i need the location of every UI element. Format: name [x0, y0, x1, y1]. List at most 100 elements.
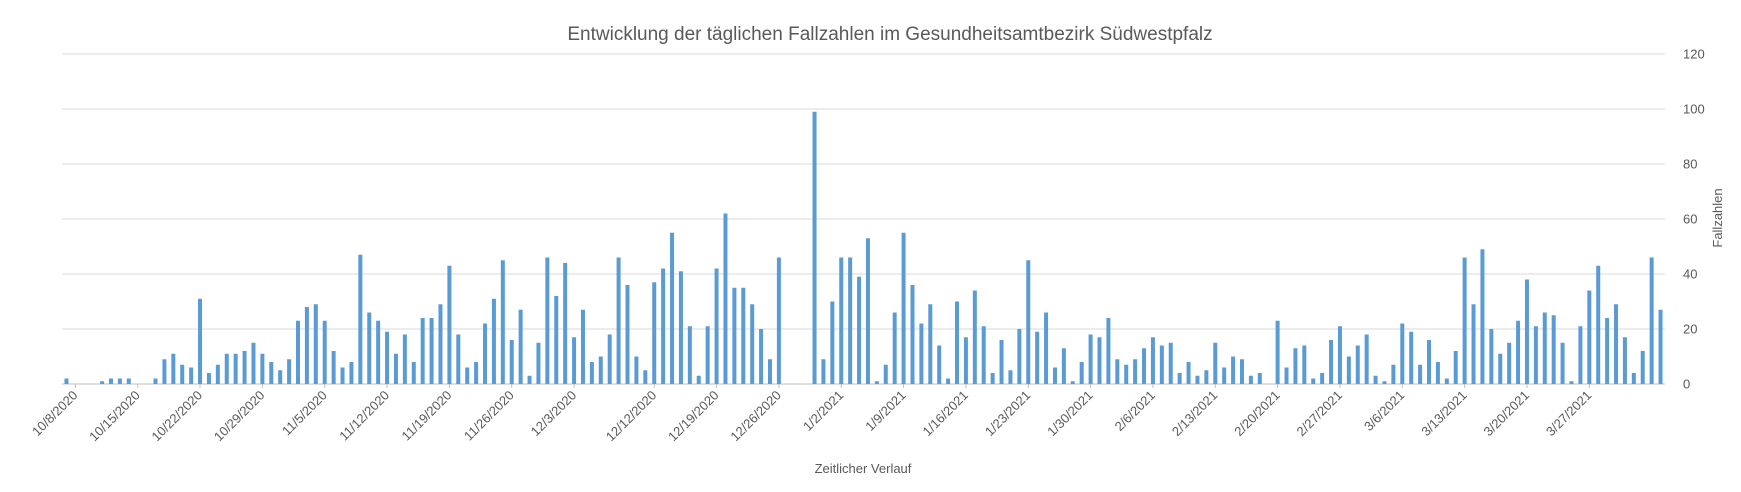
bar	[465, 367, 470, 384]
bar	[269, 362, 274, 384]
bar	[1044, 312, 1049, 384]
bar	[536, 342, 541, 384]
bar	[1649, 257, 1654, 384]
bar	[910, 285, 915, 384]
bars	[64, 111, 1663, 384]
x-tick-label: 12/19/2020	[665, 388, 722, 445]
x-tick-label: 3/27/2021	[1543, 388, 1595, 440]
bar	[108, 378, 113, 384]
bar	[1142, 348, 1147, 384]
bar	[402, 334, 407, 384]
bar	[1346, 356, 1351, 384]
y-tick-label: 100	[1683, 102, 1705, 117]
bar	[812, 111, 817, 384]
bar	[598, 356, 603, 384]
x-tick-label: 1/9/2021	[862, 388, 908, 434]
bar	[322, 320, 327, 384]
bar	[1079, 362, 1084, 384]
bar	[287, 359, 292, 384]
bar	[251, 342, 256, 384]
bar	[1355, 345, 1360, 384]
x-tick-label: 10/29/2020	[211, 388, 268, 445]
bar	[304, 307, 309, 384]
bar	[1498, 353, 1503, 384]
bar	[1578, 326, 1583, 384]
bar	[1124, 364, 1129, 384]
bar	[661, 268, 666, 384]
bar	[224, 353, 229, 384]
bar	[1088, 334, 1093, 384]
bar	[1391, 364, 1396, 384]
bar	[1026, 260, 1031, 384]
bar	[1382, 381, 1387, 384]
bar	[759, 329, 764, 384]
bar	[1017, 329, 1022, 384]
bar	[1631, 373, 1636, 384]
bar	[64, 378, 69, 384]
bar	[1275, 320, 1280, 384]
x-tick-label: 11/12/2020	[336, 388, 392, 444]
bar	[696, 375, 701, 384]
bar	[981, 326, 986, 384]
bar	[990, 373, 995, 384]
bar	[1400, 323, 1405, 384]
bar	[500, 260, 505, 384]
x-tick-label: 2/6/2021	[1112, 388, 1158, 434]
x-tick-label: 11/5/2020	[279, 388, 330, 439]
y-tick-label: 120	[1683, 47, 1705, 62]
bar	[616, 257, 621, 384]
y-tick-label: 80	[1683, 157, 1697, 172]
bar	[1239, 359, 1244, 384]
bar	[919, 323, 924, 384]
bar	[1329, 340, 1334, 384]
bar	[589, 362, 594, 384]
bar	[972, 290, 977, 384]
bar	[1302, 345, 1307, 384]
x-tick-label: 11/26/2020	[461, 388, 517, 444]
bar	[839, 257, 844, 384]
bar	[1560, 342, 1565, 384]
bar	[963, 337, 968, 384]
bar	[714, 268, 719, 384]
bar	[937, 345, 942, 384]
bar	[865, 238, 870, 384]
bar	[928, 304, 933, 384]
bar	[260, 353, 265, 384]
bar	[1507, 342, 1512, 384]
x-tick-label: 1/2/2021	[800, 388, 846, 434]
bar	[554, 296, 559, 384]
bar	[1293, 348, 1298, 384]
bar	[1453, 351, 1458, 384]
bar	[1106, 318, 1111, 384]
bar	[1480, 249, 1485, 384]
bar	[625, 285, 630, 384]
bar	[171, 353, 176, 384]
bar	[242, 351, 247, 384]
y-tick-label: 60	[1683, 212, 1697, 227]
bar	[1444, 378, 1449, 384]
bar	[1569, 381, 1574, 384]
bar	[1427, 340, 1432, 384]
bar	[670, 232, 675, 384]
x-tick-label: 12/12/2020	[603, 388, 660, 445]
bar	[233, 353, 238, 384]
bar	[1097, 337, 1102, 384]
gridlines	[62, 53, 1665, 385]
bar	[180, 364, 185, 384]
bar	[117, 378, 122, 384]
bar	[874, 381, 879, 384]
bar	[1204, 370, 1209, 384]
bar	[1177, 373, 1182, 384]
bar	[509, 340, 514, 384]
x-tick-label: 1/23/2021	[982, 388, 1034, 440]
bar	[580, 309, 585, 384]
bar	[1035, 331, 1040, 384]
x-tick-label: 3/20/2021	[1481, 388, 1533, 440]
bar	[1284, 367, 1289, 384]
bar	[1596, 265, 1601, 384]
bar	[313, 304, 318, 384]
bar	[1133, 359, 1138, 384]
bar	[1115, 359, 1120, 384]
bar	[1533, 326, 1538, 384]
